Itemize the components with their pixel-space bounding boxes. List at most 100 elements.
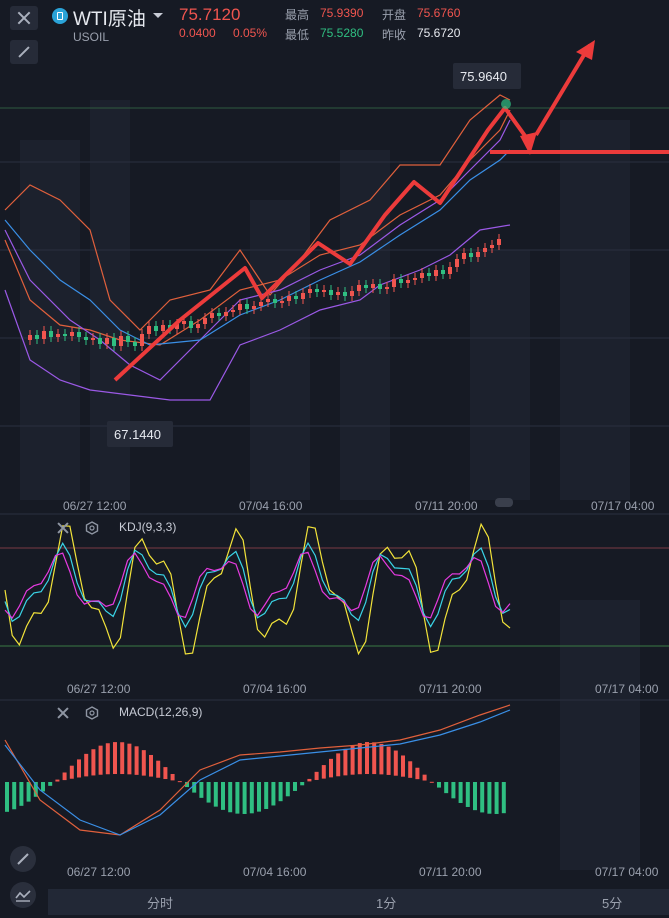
- indicator-tool-icon[interactable]: [10, 882, 36, 908]
- macd-bar: [264, 782, 269, 809]
- svg-text:06/27 12:00: 06/27 12:00: [67, 682, 131, 696]
- macd-bar: [336, 753, 341, 777]
- macd-bar: [113, 742, 117, 775]
- macd-bar: [105, 743, 110, 775]
- symbol-name[interactable]: WTI原油: [73, 9, 146, 30]
- macd-dif-line: [4, 704, 511, 836]
- kdj-label: KDJ(9,3,3): [119, 520, 177, 534]
- svg-text:07/04 16:00: 07/04 16:00: [243, 682, 307, 696]
- tab-timeshare[interactable]: 分时: [147, 896, 174, 911]
- price-change-pct: 0.05%: [233, 26, 268, 40]
- ma-blue: [4, 149, 511, 346]
- macd-bar: [98, 745, 103, 775]
- svg-text:07/17 04:00: 07/17 04:00: [595, 865, 659, 879]
- chart-canvas[interactable]: 75.9640 67.1440 06/27 12:00 07/04 16:00 …: [0, 0, 669, 889]
- macd-bar: [415, 767, 420, 780]
- kdj-k-line: [4, 541, 511, 629]
- macd-bar: [458, 782, 463, 803]
- macd-bar: [55, 779, 60, 782]
- min-price-tag: 67.1440: [107, 421, 173, 447]
- main-grid: [0, 107, 669, 701]
- macd-bar: [494, 782, 499, 814]
- macd-settings-icon[interactable]: [85, 706, 99, 720]
- macd-bar: [314, 771, 319, 780]
- prev-close-value: 75.6720: [417, 26, 461, 40]
- macd-bar: [444, 782, 449, 794]
- macd-label: MACD(12,26,9): [119, 705, 203, 719]
- symbol-icon: [52, 8, 68, 24]
- macd-bar: [357, 743, 362, 775]
- macd-bar: [69, 765, 74, 779]
- draw-pen-icon[interactable]: [10, 846, 36, 872]
- macd-dea-line: [4, 709, 511, 836]
- macd-bar: [177, 781, 182, 783]
- svg-text:07/04 16:00: 07/04 16:00: [243, 865, 307, 879]
- svg-text:75.9640: 75.9640: [460, 69, 507, 84]
- macd-bar: [307, 778, 312, 782]
- macd-bar: [386, 746, 391, 775]
- macd-bar: [41, 782, 45, 792]
- close-icon[interactable]: [10, 6, 38, 30]
- macd-bar: [134, 746, 139, 775]
- macd-bar: [501, 782, 506, 814]
- macd-panel: 06/27 12:00 07/04 16:00 07/11 20:00 07/1…: [4, 704, 659, 879]
- macd-bar: [84, 753, 89, 777]
- macd-bar: [278, 782, 283, 802]
- macd-bar: [149, 754, 153, 777]
- macd-bar: [343, 748, 348, 776]
- macd-bar: [379, 743, 384, 775]
- macd-bar: [156, 760, 161, 778]
- macd-bar: [401, 755, 405, 777]
- macd-bar: [235, 782, 240, 814]
- macd-bar: [77, 759, 81, 778]
- prev-close-label: 昨收: [382, 28, 407, 42]
- macd-bar: [163, 767, 168, 780]
- low-label: 最低: [285, 28, 310, 42]
- macd-bar: [192, 782, 197, 793]
- svg-text:07/11 20:00: 07/11 20:00: [419, 865, 482, 879]
- bollinger-lower: [4, 224, 511, 401]
- macd-bar: [249, 782, 254, 814]
- price-change: 0.0400: [179, 26, 216, 40]
- macd-bar: [19, 782, 24, 806]
- macd-bar: [365, 742, 369, 775]
- macd-bar: [242, 782, 247, 814]
- macd-bar: [120, 742, 125, 775]
- macd-bar: [408, 761, 413, 778]
- macd-bar: [300, 782, 305, 786]
- tab-5min[interactable]: 5分: [602, 896, 623, 911]
- svg-text:06/27 12:00: 06/27 12:00: [63, 499, 127, 513]
- macd-bar: [141, 750, 146, 776]
- macd-bar: [437, 782, 441, 788]
- close-kdj-icon[interactable]: [56, 521, 70, 535]
- macd-bar: [170, 773, 175, 781]
- macd-bar: [372, 742, 377, 775]
- macd-bar: [12, 782, 17, 810]
- macd-bar: [321, 765, 326, 779]
- open-label: 开盘: [382, 8, 407, 22]
- macd-bar: [293, 782, 297, 791]
- macd-bar: [393, 750, 398, 776]
- svg-text:67.1440: 67.1440: [114, 427, 161, 442]
- kdj-d-line: [4, 551, 511, 619]
- macd-bar: [257, 782, 261, 812]
- tab-1min[interactable]: 1分: [376, 896, 397, 911]
- macd-bar: [127, 743, 132, 775]
- macd-bar: [422, 774, 427, 781]
- candlesticks: [28, 234, 501, 351]
- kdj-settings-icon[interactable]: [85, 521, 99, 535]
- quote-header: WTI原油 USOIL 75.7120 0.0400 0.05% 最高 75.9…: [0, 0, 669, 48]
- macd-bar: [271, 782, 276, 806]
- last-price: 75.7120: [179, 5, 241, 24]
- high-label: 最高: [285, 8, 310, 22]
- high-value: 75.9390: [320, 6, 364, 20]
- macd-bar: [26, 782, 31, 802]
- macd-bar: [206, 782, 211, 803]
- arrowheads: [520, 40, 595, 155]
- close-macd-icon[interactable]: [56, 706, 70, 720]
- macd-bar: [480, 782, 485, 813]
- chevron-down-icon[interactable]: [153, 13, 163, 18]
- collapse-icon[interactable]: [10, 40, 38, 64]
- bollinger-upper: [4, 94, 511, 331]
- svg-text:06/27 12:00: 06/27 12:00: [67, 865, 131, 879]
